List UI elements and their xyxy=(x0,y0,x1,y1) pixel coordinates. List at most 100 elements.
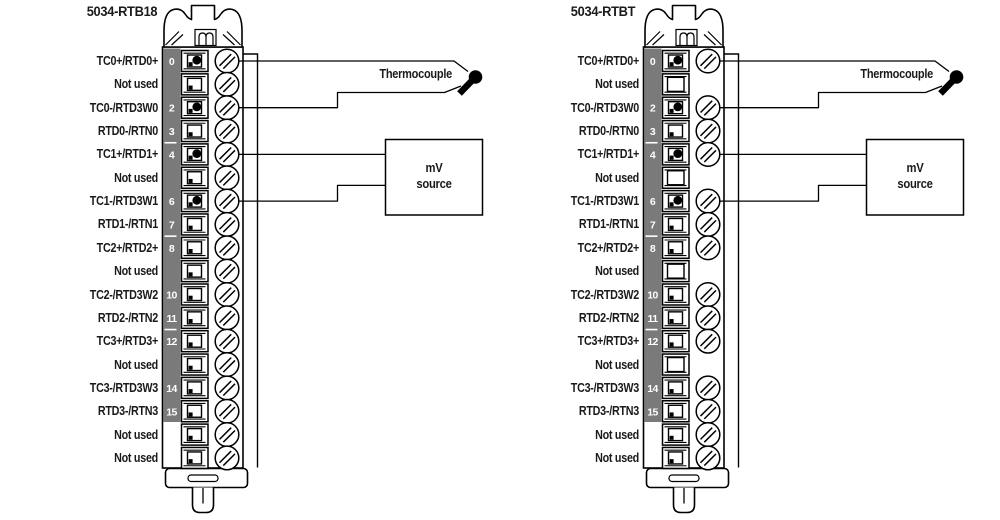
terminal-row: 2 xyxy=(650,95,721,121)
connector-clamp-lines xyxy=(183,402,206,420)
mv-source-label-line2: source xyxy=(416,177,452,191)
terminal-number: 10 xyxy=(166,290,177,302)
terminal-row: 10 xyxy=(166,281,240,308)
terminal-label: TC3-/RTD3W3 xyxy=(570,380,639,395)
top-latch xyxy=(644,4,724,48)
thermocouple-label: Thermocouple xyxy=(379,67,452,81)
screw-hatch xyxy=(699,146,717,163)
connector-clamp-mark xyxy=(188,85,193,90)
terminal-label: RTD2-/RTN2 xyxy=(578,310,639,325)
terminal-number: 4 xyxy=(650,149,656,161)
terminal-row xyxy=(661,166,690,189)
connector-clamp-mark xyxy=(188,365,193,370)
connector-clamp-mark xyxy=(669,132,674,137)
screw-icon xyxy=(214,258,240,284)
wire-terminal0 xyxy=(720,60,950,73)
terminal-label: TC0+/RTD0+ xyxy=(96,54,159,68)
terminal-row: 14 xyxy=(166,375,240,401)
terminal-row xyxy=(661,73,690,96)
screw-hatch xyxy=(218,123,236,140)
connector-clamp-mark xyxy=(188,272,193,277)
terminal-label: TC3-/RTD3W3 xyxy=(89,380,158,395)
terminal-label: TC2-/RTD3W2 xyxy=(89,287,158,302)
connector-clamp-mark xyxy=(669,459,674,464)
terminal-label: TC3+/RTD3+ xyxy=(577,334,640,349)
terminal-row: 4 xyxy=(650,141,721,167)
screw-hatch xyxy=(218,193,236,210)
connector-clamp-lines xyxy=(183,449,206,467)
wire-entry-dot xyxy=(673,195,683,205)
screw-hatch xyxy=(218,427,236,443)
screw-icon xyxy=(214,445,240,471)
screw-icon xyxy=(214,211,240,237)
screw-icon xyxy=(695,445,721,471)
screw-hatch xyxy=(218,217,236,233)
terminal-row: 8 xyxy=(169,235,240,261)
module-title: 5034-RTBT xyxy=(570,4,636,19)
connector-clamp-mark xyxy=(188,249,193,253)
connector-clamp-lines xyxy=(183,169,206,187)
terminal-row xyxy=(661,353,690,376)
terminal-strip xyxy=(644,48,662,422)
connector-clamp-lines xyxy=(664,169,687,187)
terminal-label: Not used xyxy=(595,170,639,185)
connector-clamp-mark xyxy=(669,202,674,207)
screw-icon xyxy=(695,188,721,214)
terminal-row: 8 xyxy=(650,235,721,261)
module-drawing: 0 2 3 4 6 7 8 10 11 12 14 15 xyxy=(642,4,965,514)
terminal-row: 14 xyxy=(647,375,721,401)
connector-clamp-lines xyxy=(183,122,206,140)
mv-source-label-line1: mV xyxy=(425,161,443,175)
screw-icon xyxy=(695,48,721,74)
screw-icon xyxy=(695,95,721,121)
wire-terminal2 xyxy=(720,85,943,109)
connector-opening xyxy=(666,263,685,279)
terminal-row: 15 xyxy=(166,398,240,424)
wire-terminal6 xyxy=(720,184,867,202)
connector-clamp-mark xyxy=(669,389,674,394)
module-5034-rtb18: 5034-RTB18 0 2 3 4 6 7 8 10 11 12 14 15 TC0+/RTD0+ No… xyxy=(86,4,484,514)
connector-clamp-lines xyxy=(664,76,687,93)
module-drawing: 0 2 3 4 6 7 8 10 11 12 14 15 xyxy=(161,4,484,514)
module-title: 5034-RTB18 xyxy=(86,4,158,19)
screw-hatch xyxy=(699,287,717,303)
screw-hatch xyxy=(699,217,717,233)
connector-clamp-lines xyxy=(183,309,206,327)
screw-icon xyxy=(214,141,240,167)
wire-entry-dot xyxy=(673,149,683,159)
connector-clamp-mark xyxy=(188,295,193,300)
terminal-row: 6 xyxy=(650,188,721,214)
connector-clamp-lines xyxy=(183,262,206,280)
wire-entry-dot xyxy=(192,195,202,205)
connector-clamp-lines xyxy=(183,52,206,70)
screw-icon xyxy=(695,211,721,237)
connector-clamp-mark xyxy=(669,319,674,324)
connector-clamp-mark xyxy=(188,178,193,183)
connector-clamp-mark xyxy=(669,62,674,67)
screw-hatch xyxy=(699,53,717,70)
base-slot xyxy=(187,474,219,483)
terminal-row: 4 xyxy=(169,141,240,167)
screw-icon xyxy=(695,422,721,448)
connector-clamp-mark xyxy=(669,435,674,440)
screw-icon xyxy=(214,398,240,424)
terminal-label: Not used xyxy=(595,427,639,442)
connector-clamp-lines xyxy=(183,426,206,443)
housing-side-flange xyxy=(724,53,740,468)
mv-source-label-line1: mV xyxy=(906,161,924,175)
connector-clamp-lines xyxy=(664,122,687,140)
terminal-label: RTD2-/RTN2 xyxy=(97,310,158,325)
connector-clamp-lines xyxy=(183,332,206,350)
terminal-number: 8 xyxy=(650,243,656,255)
terminal-number: 12 xyxy=(166,336,177,348)
screw-hatch xyxy=(218,310,236,326)
terminal-row: 3 xyxy=(645,118,721,144)
terminal-row: 2 xyxy=(169,95,240,121)
terminal-label: RTD1-/RTN1 xyxy=(578,217,639,232)
terminal-number: 11 xyxy=(167,313,178,325)
connector-clamp-mark xyxy=(669,295,674,300)
terminal-label: TC2+/RTD2+ xyxy=(96,240,159,255)
terminal-number: 0 xyxy=(650,56,656,68)
terminal-row xyxy=(661,259,690,283)
terminal-number: 15 xyxy=(647,406,658,418)
